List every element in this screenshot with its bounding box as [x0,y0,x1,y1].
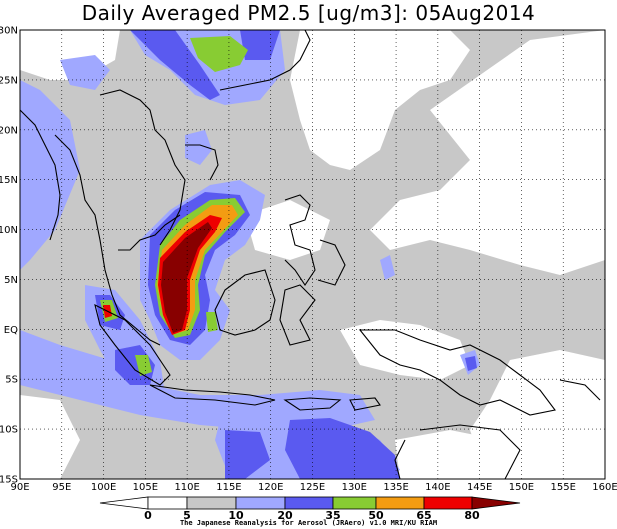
colorbar-segment [235,496,286,510]
lon-tick-label: 130E [342,482,367,493]
lat-tick-label: 15S [0,475,18,486]
lat-tick-label: 15N [0,175,18,186]
map-frame [19,29,606,480]
lightblue-field [20,80,80,270]
lon-tick-label: 145E [467,482,492,493]
lon-tick-label: 150E [509,482,534,493]
lat-tick-label: 20N [0,125,18,136]
blue-field [130,30,220,100]
lat-tick-label: 10S [0,425,18,436]
lon-tick-label: 120E [258,482,283,493]
grid-lines [20,30,605,479]
colorbar-label: 5 [183,509,191,522]
darkred-field [161,222,212,333]
lon-tick-label: 140E [425,482,450,493]
lat-tick-label: 25N [0,75,18,86]
lon-tick-label: 160E [592,482,617,493]
colorbar-segment [332,496,377,510]
colorbar: 0 5 10 20 35 50 65 80 [99,496,521,522]
lon-tick-label: 125E [300,482,325,493]
lon-tick-label: 100E [91,482,116,493]
colorbar-label: 80 [464,509,480,522]
lat-tick-label: 5S [5,375,18,386]
lon-tick-label: 110E [174,482,199,493]
lat-tick-label: 10N [0,225,18,236]
map-title: Daily Averaged PM2.5 [ug/m3]: 05Aug2014 [81,1,536,25]
lon-tick-label: 95E [52,482,71,493]
colorbar-segment [284,496,334,510]
lon-tick-label: 90E [10,482,29,493]
lat-tick-label: 5N [4,275,18,286]
credit-text: The Japanese Reanalysis for Aerosol (JRA… [179,519,438,527]
lon-tick-label: 155E [551,482,576,493]
lon-tick-label: 105E [133,482,158,493]
colorbar-segment [375,496,425,510]
green-field [190,36,248,72]
colorbar-right-arrow [471,496,521,510]
colorbar-segment [186,496,237,510]
colorbar-left-arrow [99,496,149,510]
colorbar-segment [147,496,188,510]
colorbar-label: 50 [368,509,384,522]
colorbar-label: 65 [416,509,431,522]
colorbar-label: 20 [277,509,293,522]
longitude-labels: 90E 95E 100E 105E 110E 115E 120E 125E 130E 135E 14… [10,482,617,493]
colorbar-segment [423,496,473,510]
lat-tick-label: 30N [0,26,18,37]
lon-tick-label: 135E [383,482,408,493]
lon-tick-label: 115E [216,482,241,493]
colorbar-label: 35 [325,509,340,522]
latitude-labels: 30N 25N 20N 15N 10N 5N EQ 5S 10S 15S [0,26,18,486]
coastlines [20,30,601,479]
colorbar-label: 10 [228,509,244,522]
colorbar-label: 0 [144,509,152,522]
lat-tick-label: EQ [4,325,18,336]
